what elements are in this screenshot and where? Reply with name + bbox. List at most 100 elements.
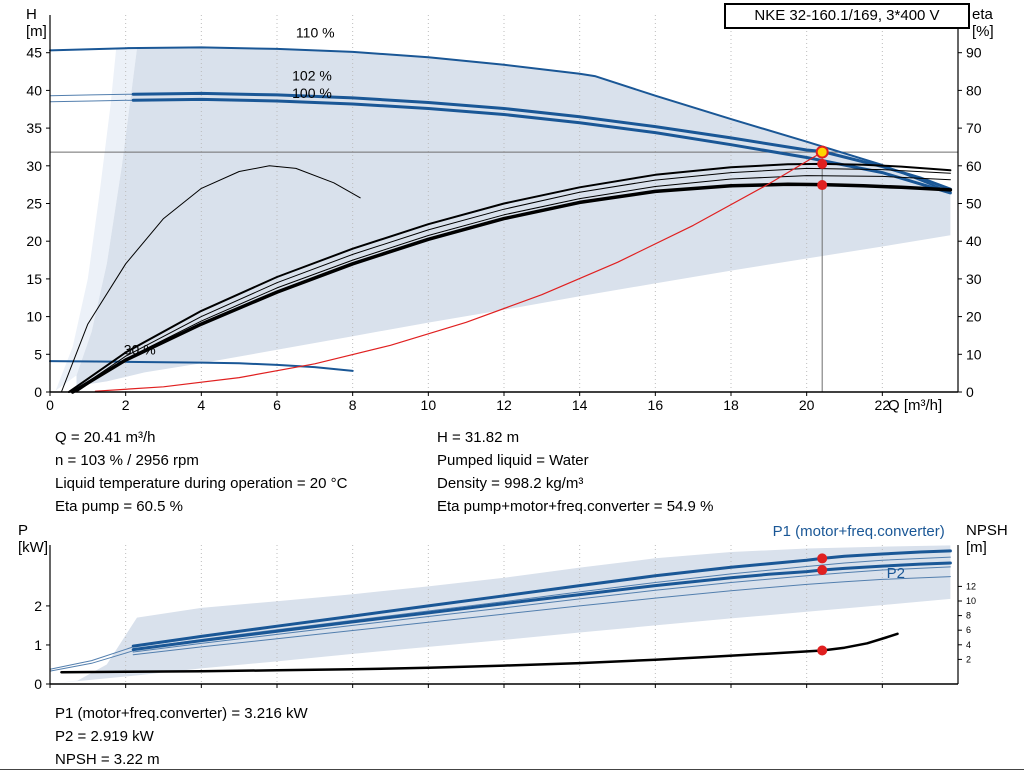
- y-left-tick-label: 0: [34, 384, 42, 400]
- op-text-eta-total: Eta pump+motor+freq.converter = 54.9 %: [437, 498, 714, 515]
- y-right-tick-label: 80: [966, 82, 982, 98]
- op-text-q: Q = 20.41 m³/h: [55, 429, 156, 446]
- y-left-tick-label: 45: [26, 45, 42, 61]
- footer-p1: P1 (motor+freq.converter) = 3.216 kW: [55, 705, 308, 722]
- p-mid-3: [132, 576, 951, 656]
- h-110: [49, 46, 952, 194]
- x-tick-label: 22: [875, 397, 891, 413]
- y-left-tick-label: 15: [26, 271, 42, 287]
- y-left-tick-label: 5: [34, 346, 42, 362]
- p2-curve: [131, 561, 952, 652]
- allowed-area-light: [55, 48, 138, 391]
- x-tick-label: 0: [46, 397, 54, 413]
- x-tick-label: 14: [572, 397, 588, 413]
- p-mid-1: [132, 556, 951, 650]
- y-right-tick-label: 6: [966, 625, 971, 635]
- y-right-tick-label: 4: [966, 640, 971, 650]
- footer-npsh: NPSH = 3.22 m: [55, 751, 160, 768]
- p-axis-title-symbol: P: [18, 522, 29, 539]
- y-right-tick-label: 20: [966, 309, 982, 325]
- x-tick-label: 12: [496, 397, 512, 413]
- duty-point: [815, 145, 829, 159]
- y-left-tick-label: 0: [34, 676, 42, 692]
- eta-thin-b: [76, 175, 951, 393]
- curve-label: 100 %: [292, 85, 332, 101]
- eta-axis-title: eta [%]: [972, 6, 994, 40]
- x-tick-label: 20: [799, 397, 815, 413]
- y-left-tick-label: 1: [34, 637, 42, 653]
- x-tick-label: 8: [349, 397, 357, 413]
- y-left-tick-label: 30: [26, 158, 42, 174]
- y-right-tick-label: 10: [966, 596, 976, 606]
- y-right-tick-label: 40: [966, 233, 982, 249]
- curve-label: 30 %: [124, 341, 156, 357]
- eta-30: [60, 165, 361, 393]
- eta-pump-motor-freq: [70, 182, 953, 394]
- y-right-tick-label: 10: [966, 346, 982, 362]
- h-102: [131, 91, 952, 191]
- p-axis-title-unit: [kW]: [18, 539, 48, 556]
- op-text-head: H = 31.82 m: [437, 429, 520, 446]
- y-left-tick-label: 10: [26, 309, 42, 325]
- x-tick-label: 18: [723, 397, 739, 413]
- x-tick-label: 6: [273, 397, 281, 413]
- y-left-tick-label: 35: [26, 120, 42, 136]
- p1-ext: [49, 646, 134, 670]
- pump-title-box: NKE 32-160.1/169, 3*400 V: [724, 3, 970, 29]
- y-right-tick-label: 0: [966, 384, 974, 400]
- y-right-tick-label: 70: [966, 120, 982, 136]
- p2-ext: [49, 650, 134, 672]
- y-right-tick-label: 50: [966, 196, 982, 212]
- y-left-tick-label: 40: [26, 82, 42, 98]
- npsh-axis-title: NPSH [m]: [966, 522, 1008, 556]
- h-axis-title-unit: [m]: [26, 23, 47, 40]
- y-left-tick-label: 25: [26, 196, 42, 212]
- p-mid-2: [132, 566, 951, 653]
- h-102-ext: [49, 93, 134, 97]
- p-axis-title: P [kW]: [18, 522, 48, 556]
- eta-pump-point: [817, 158, 828, 169]
- eta-axis-title-unit: [%]: [972, 23, 994, 40]
- x-tick-label: 10: [421, 397, 437, 413]
- h-100-ext: [49, 99, 134, 103]
- op-text-temperature: Liquid temperature during operation = 20…: [55, 475, 348, 492]
- eta-axis-title-symbol: eta: [972, 6, 993, 23]
- curve-label: 110 %: [296, 25, 335, 41]
- y-right-tick-label: 60: [966, 158, 982, 174]
- npsh-axis-title-symbol: NPSH: [966, 522, 1008, 539]
- op-text-eta-pump: Eta pump = 60.5 %: [55, 498, 183, 515]
- footer-divider: [0, 769, 1024, 770]
- y-right-tick-label: 90: [966, 45, 982, 61]
- system-curve: [94, 151, 823, 392]
- y-right-tick-label: 30: [966, 271, 982, 287]
- eta-total-point: [817, 180, 828, 191]
- y-left-tick-label: 2: [34, 598, 42, 614]
- op-text-density: Density = 998.2 kg/m³: [437, 475, 584, 492]
- footer-p2: P2 = 2.919 kW: [55, 728, 154, 745]
- x-tick-label: 16: [648, 397, 664, 413]
- h-axis-title: H [m]: [26, 6, 47, 40]
- curve-label: P1 (motor+freq.converter): [773, 523, 945, 540]
- y-left-tick-label: 20: [26, 233, 42, 249]
- curve-label: P2: [887, 565, 905, 582]
- eta-thin-a: [72, 167, 951, 393]
- npsh-axis-title-unit: [m]: [966, 539, 987, 556]
- curve-label: 102 %: [292, 68, 332, 84]
- y-right-tick-label: 12: [966, 581, 976, 591]
- op-text-speed: n = 103 % / 2956 rpm: [55, 452, 199, 469]
- x-tick-label: 2: [122, 397, 130, 413]
- p2-point: [817, 565, 828, 576]
- eta-pump: [67, 162, 952, 393]
- op-text-liquid: Pumped liquid = Water: [437, 452, 589, 469]
- qh-eta-chart: 110 % 102 %100 % 30 % 0 2 4 6 8 10 12 14 16 18 20 22 0 5…: [26, 15, 982, 413]
- h-axis-title-symbol: H: [26, 6, 37, 23]
- x-tick-label: 4: [197, 397, 205, 413]
- y-right-tick-label: 2: [966, 654, 971, 664]
- npsh-curve: [60, 632, 899, 674]
- p1-point: [817, 553, 828, 564]
- p1-curve: [131, 549, 952, 648]
- y-right-tick-label: 8: [966, 611, 971, 621]
- npsh-point: [817, 645, 828, 656]
